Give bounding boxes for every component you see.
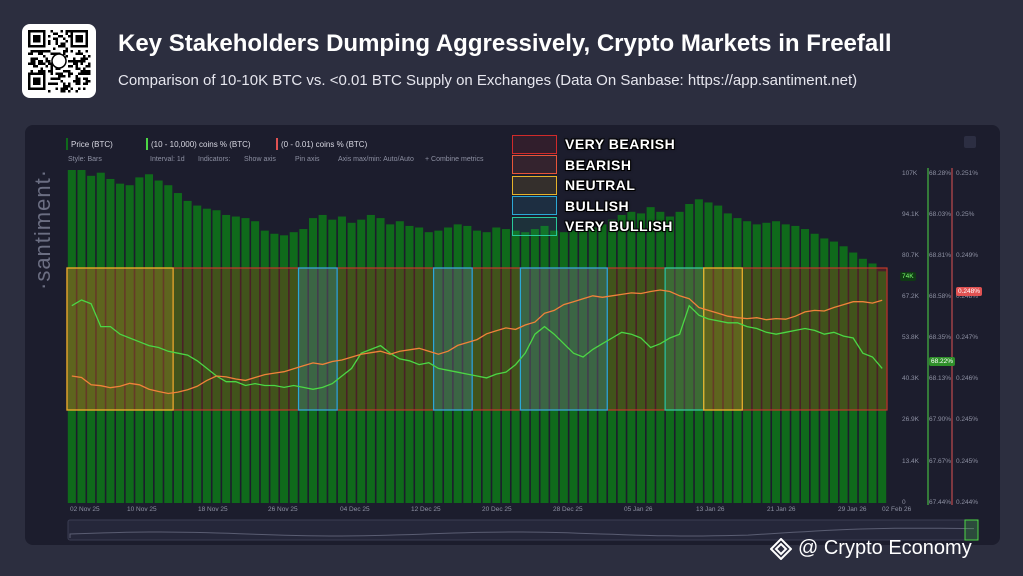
- shrimp-axis-tick: 0.249%: [956, 252, 979, 259]
- whales-axis-tick: 68.13%: [929, 375, 952, 382]
- whales-current-badge: 68.22%: [929, 357, 956, 366]
- page-title: Key Stakeholders Dumping Aggressively, C…: [118, 30, 892, 57]
- pin-axis-toggle[interactable]: Pin axis: [295, 156, 320, 163]
- whales-axis-tick: 68.28%: [929, 170, 952, 177]
- legend-item-bullish: BULLISH: [512, 196, 675, 217]
- whales-axis-tick: 67.90%: [929, 416, 952, 423]
- price-axis-tick: 80.7K: [902, 252, 919, 259]
- x-axis-tick: 29 Jan 26: [838, 506, 867, 513]
- price-axis-tick: 107K: [902, 170, 918, 177]
- whales-color-swatch: [146, 138, 148, 150]
- shrimp-axis-tick: 0.251%: [956, 170, 979, 177]
- x-axis-tick: 02 Feb 26: [882, 506, 912, 513]
- legend-label-bearish: BEARISH: [565, 156, 632, 173]
- x-axis-tick: 26 Nov 25: [268, 506, 298, 513]
- price-axis-tick: 67.2K: [902, 293, 919, 300]
- chart-settings-button[interactable]: [964, 136, 976, 148]
- combine-metrics-button[interactable]: + Combine metrics: [425, 156, 484, 163]
- shrimp-color-swatch: [276, 138, 278, 150]
- x-axis-tick: 05 Jan 26: [624, 506, 653, 513]
- legend-label-very-bullish: VERY BULLISH: [565, 218, 673, 235]
- price-axis-tick: 53.8K: [902, 334, 919, 341]
- show-axis-toggle[interactable]: Show axis: [244, 156, 276, 163]
- whales-axis-tick: 68.03%: [929, 211, 952, 218]
- whales-axis-tick: 68.35%: [929, 334, 952, 341]
- shrimp-axis-tick: 0.247%: [956, 334, 979, 341]
- page-subtitle: Comparison of 10-10K BTC vs. <0.01 BTC S…: [118, 72, 858, 89]
- metric-chip-price[interactable]: Price (BTC): [60, 136, 119, 152]
- legend-swatch-very-bearish: [512, 134, 557, 154]
- shrimp-axis-tick: 0.244%: [956, 499, 979, 506]
- crypto-economy-logo-icon: [770, 537, 792, 560]
- price-axis-tick: 0: [902, 499, 906, 506]
- x-axis-tick: 02 Nov 25: [70, 506, 100, 513]
- watermark-text: @ Crypto Economy: [798, 537, 972, 559]
- legend-swatch-neutral: [512, 175, 557, 195]
- metric-label-shrimp: (0 - 0.01) coins % (BTC): [281, 139, 368, 149]
- metric-label-price: Price (BTC): [71, 139, 113, 149]
- shrimp-axis-tick: 0.248%: [956, 293, 979, 300]
- legend-label-neutral: NEUTRAL: [565, 177, 636, 194]
- santiment-watermark: ·santiment·: [30, 168, 55, 290]
- whales-axis-tick: 67.67%: [929, 458, 952, 465]
- price-current-badge: 74K: [900, 272, 916, 281]
- style-select[interactable]: Style: Bars: [68, 156, 102, 163]
- x-axis-tick: 20 Dec 25: [482, 506, 512, 513]
- whales-axis-tick: 67.44%: [929, 499, 952, 506]
- legend-label-bullish: BULLISH: [565, 197, 630, 214]
- x-axis-tick: 28 Dec 25: [553, 506, 583, 513]
- legend-swatch-bearish: [512, 155, 557, 175]
- legend-item-very-bullish: VERY BULLISH: [512, 216, 675, 237]
- whales-axis-tick: 68.81%: [929, 252, 952, 259]
- axis-minmax-select[interactable]: Axis max/min: Auto/Auto: [338, 156, 414, 163]
- price-axis-tick: 94.1K: [902, 211, 919, 218]
- legend-item-bearish: BEARISH: [512, 155, 675, 176]
- qr-code-graphic: [28, 30, 91, 93]
- sentiment-legend: VERY BEARISH BEARISH NEUTRAL BULLISH VER…: [512, 134, 675, 237]
- metric-label-whales: (10 - 10,000) coins % (BTC): [151, 139, 251, 149]
- x-axis-tick: 21 Jan 26: [767, 506, 796, 513]
- shrimp-axis-tick: 0.246%: [956, 375, 979, 382]
- price-axis-tick: 13.4K: [902, 458, 919, 465]
- legend-swatch-very-bullish: [512, 216, 557, 236]
- whales-axis-tick: 68.58%: [929, 293, 952, 300]
- interval-select[interactable]: Interval: 1d: [150, 156, 185, 163]
- shrimp-current-badge: 0.248%: [956, 287, 983, 296]
- shrimp-axis-tick: 0.25%: [956, 211, 975, 218]
- price-axis-tick: 40.3K: [902, 375, 919, 382]
- legend-item-neutral: NEUTRAL: [512, 175, 675, 196]
- shrimp-axis-tick: 0.245%: [956, 458, 979, 465]
- metric-chip-whales[interactable]: (10 - 10,000) coins % (BTC): [140, 136, 257, 152]
- indicators-select[interactable]: Indicators:: [198, 156, 231, 163]
- crypto-economy-watermark: @ Crypto Economy: [770, 537, 972, 560]
- legend-item-very-bearish: VERY BEARISH: [512, 134, 675, 155]
- qr-code: [22, 24, 96, 98]
- x-axis-tick: 18 Nov 25: [198, 506, 228, 513]
- x-axis-tick: 12 Dec 25: [411, 506, 441, 513]
- legend-swatch-bullish: [512, 196, 557, 216]
- metric-chip-shrimp[interactable]: (0 - 0.01) coins % (BTC): [270, 136, 373, 152]
- shrimp-axis-tick: 0.245%: [956, 416, 979, 423]
- x-axis-tick: 04 Dec 25: [340, 506, 370, 513]
- x-axis-tick: 13 Jan 26: [696, 506, 725, 513]
- x-axis-tick: 10 Nov 25: [127, 506, 157, 513]
- legend-label-very-bearish: VERY BEARISH: [565, 136, 676, 153]
- price-axis-tick: 26.9K: [902, 416, 919, 423]
- price-color-swatch: [66, 138, 68, 150]
